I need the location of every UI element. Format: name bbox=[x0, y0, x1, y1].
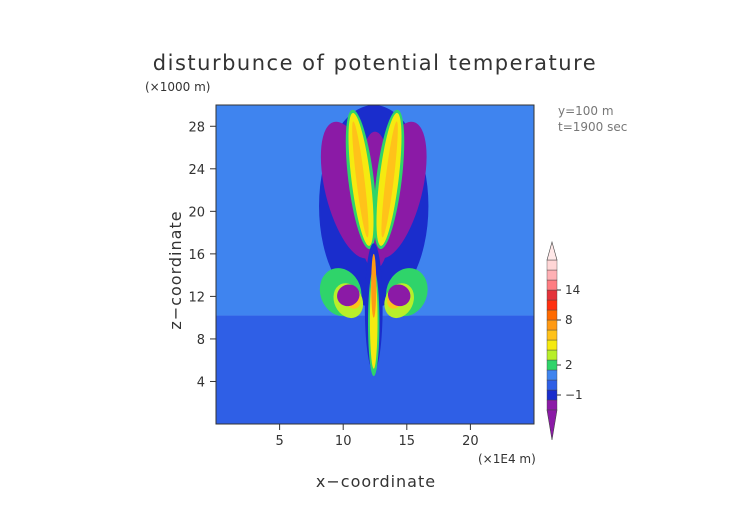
x-axis: 5 10 15 20 bbox=[275, 424, 479, 449]
x-axis-label: x−coordinate bbox=[316, 472, 436, 491]
colorbar-segment bbox=[546, 259, 558, 271]
y-axis: 4 8 12 16 20 24 28 bbox=[188, 120, 216, 390]
colorbar-tick-label: 14 bbox=[565, 283, 580, 297]
colorbar-segment bbox=[546, 299, 558, 311]
x-unit-label: (×1E4 m) bbox=[478, 452, 536, 466]
colorbar-segment bbox=[546, 319, 558, 331]
colorbar-tick-label: 8 bbox=[565, 313, 573, 327]
colorbar-segment bbox=[546, 389, 558, 401]
x-tick-label: 20 bbox=[462, 434, 479, 449]
colorbar-tick-label: 2 bbox=[565, 358, 573, 372]
plot-frame bbox=[215, 104, 535, 425]
colorbar-segment bbox=[546, 269, 558, 281]
y-tick-label: 8 bbox=[197, 333, 205, 348]
y-unit-label: (×1000 m) bbox=[145, 80, 210, 94]
x-tick-label: 15 bbox=[399, 434, 416, 449]
chart-title: disturbunce of potential temperature bbox=[153, 51, 597, 75]
colorbar: −1 2 8 14 bbox=[546, 240, 583, 441]
left-orange-core bbox=[352, 121, 369, 238]
colorbar-segment bbox=[546, 289, 558, 301]
y-tick-label: 12 bbox=[188, 290, 205, 305]
y-tick-label: 28 bbox=[188, 120, 205, 135]
colorbar-segment bbox=[546, 329, 558, 341]
y-tick-label: 24 bbox=[188, 163, 205, 178]
y-tick-label: 4 bbox=[197, 375, 205, 390]
colorbar-segment bbox=[546, 369, 558, 381]
y-axis-label: z−coordinate bbox=[166, 210, 185, 329]
lower-left-purple bbox=[337, 284, 360, 307]
colorbar-segment bbox=[546, 279, 558, 291]
central-column-core bbox=[371, 253, 377, 318]
annotation-t: t=1900 sec bbox=[558, 120, 627, 134]
y-tick-label: 16 bbox=[188, 248, 205, 263]
colorbar-segment bbox=[546, 339, 558, 351]
x-tick-label: 10 bbox=[335, 434, 352, 449]
colorbar-segment bbox=[546, 309, 558, 321]
colorbar-segment bbox=[546, 349, 558, 361]
colorbar-min-arrow bbox=[546, 409, 558, 441]
y-tick-label: 20 bbox=[188, 205, 205, 220]
plot-area bbox=[215, 104, 535, 425]
colorbar-segment bbox=[546, 399, 558, 411]
right-orange-core bbox=[381, 121, 398, 238]
colorbar-segment bbox=[546, 359, 558, 371]
colorbar-tick-label: −1 bbox=[565, 388, 583, 402]
colorbar-max-arrow bbox=[546, 240, 558, 261]
lower-right-purple bbox=[387, 284, 411, 307]
colorbar-segment bbox=[546, 379, 558, 391]
disturbance-field bbox=[319, 104, 429, 377]
annotation-y: y=100 m bbox=[558, 104, 614, 118]
x-tick-label: 5 bbox=[275, 434, 283, 449]
